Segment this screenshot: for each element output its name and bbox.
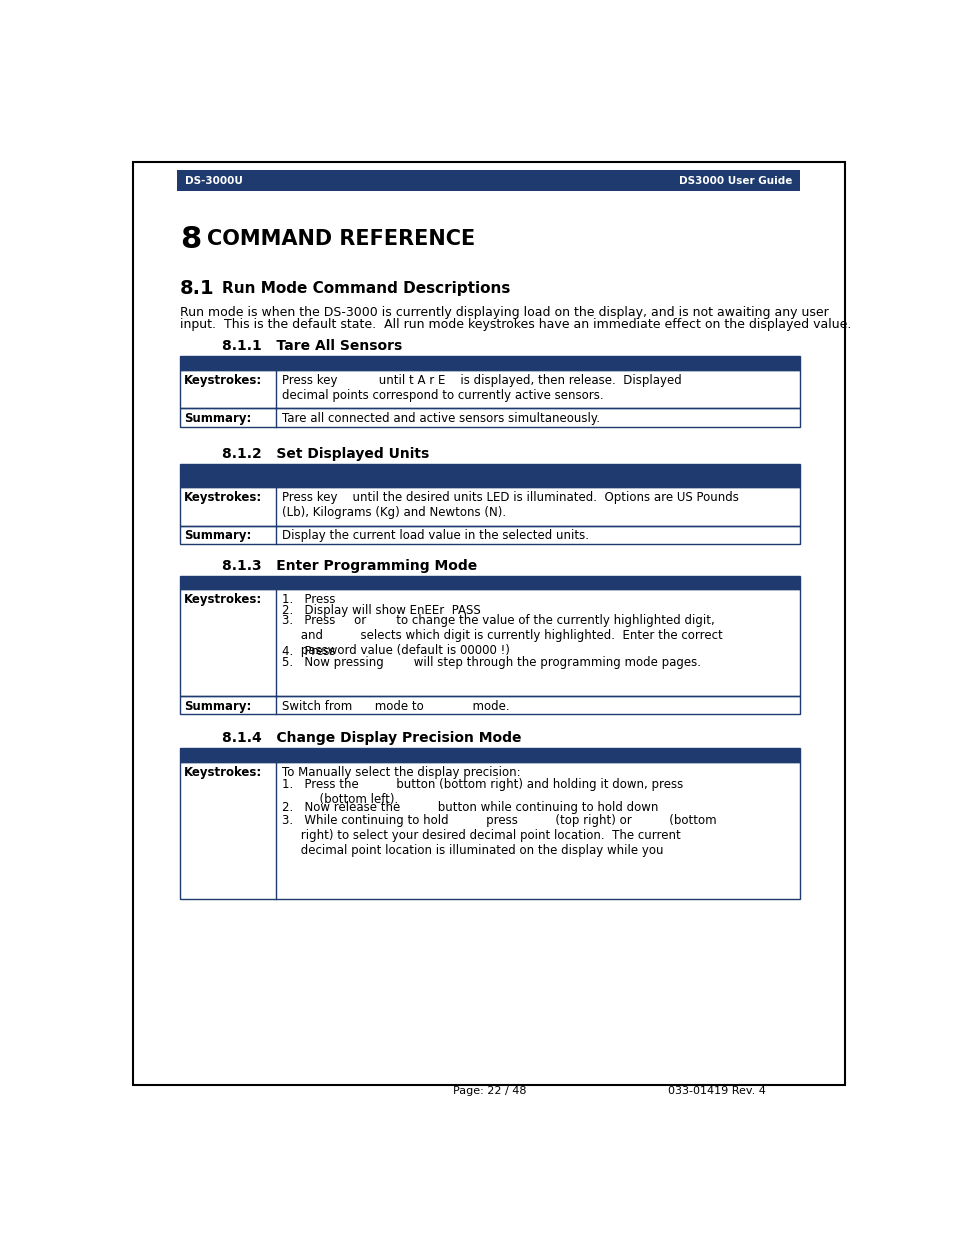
Text: 8.1.3   Enter Programming Mode: 8.1.3 Enter Programming Mode bbox=[221, 558, 476, 573]
Bar bbox=[179, 464, 799, 487]
Bar bbox=[179, 464, 799, 487]
Text: 8.1.4   Change Display Precision Mode: 8.1.4 Change Display Precision Mode bbox=[221, 731, 520, 745]
Bar bbox=[179, 748, 799, 762]
Bar bbox=[179, 576, 799, 589]
Text: 1.   Press the          button (bottom right) and holding it down, press
       : 1. Press the button (bottom right) and h… bbox=[282, 778, 682, 806]
Bar bbox=[179, 748, 799, 762]
Text: 2.   Display will show EnEEr  PASS: 2. Display will show EnEEr PASS bbox=[282, 604, 480, 616]
Text: Run Mode Command Descriptions: Run Mode Command Descriptions bbox=[221, 280, 510, 295]
Bar bbox=[179, 409, 799, 427]
Bar bbox=[179, 370, 799, 409]
Bar bbox=[179, 356, 799, 370]
Text: 033-01419 Rev. 4: 033-01419 Rev. 4 bbox=[668, 1086, 765, 1095]
Bar bbox=[179, 487, 799, 526]
Text: 2.   Now release the          button while continuing to hold down: 2. Now release the button while continui… bbox=[282, 802, 658, 814]
Text: 1.   Press: 1. Press bbox=[282, 593, 335, 606]
Bar bbox=[179, 762, 799, 899]
Text: Summary:: Summary: bbox=[184, 412, 252, 425]
Text: 4.   Press: 4. Press bbox=[282, 645, 335, 658]
Bar bbox=[179, 576, 799, 589]
Text: COMMAND REFERENCE: COMMAND REFERENCE bbox=[207, 228, 475, 249]
Text: Summary:: Summary: bbox=[184, 530, 252, 542]
Bar bbox=[179, 356, 799, 370]
Text: Keystrokes:: Keystrokes: bbox=[184, 490, 262, 504]
Bar bbox=[179, 526, 799, 543]
Bar bbox=[179, 409, 799, 427]
Text: Display the current load value in the selected units.: Display the current load value in the se… bbox=[282, 530, 588, 542]
Text: DS-3000U: DS-3000U bbox=[185, 175, 243, 185]
Text: DS3000 User Guide: DS3000 User Guide bbox=[679, 175, 792, 185]
Bar bbox=[179, 589, 799, 695]
Bar bbox=[179, 487, 799, 526]
Text: 5.   Now pressing        will step through the programming mode pages.: 5. Now pressing will step through the pr… bbox=[282, 656, 700, 668]
Text: 8.1.1   Tare All Sensors: 8.1.1 Tare All Sensors bbox=[221, 340, 401, 353]
Bar bbox=[179, 370, 799, 409]
Text: 3.   While continuing to hold          press          (top right) or          (b: 3. While continuing to hold press (top r… bbox=[282, 814, 716, 857]
Bar bbox=[179, 526, 799, 543]
Text: Press key    until the desired units LED is illuminated.  Options are US Pounds
: Press key until the desired units LED is… bbox=[282, 490, 739, 519]
Text: Switch from      mode to             mode.: Switch from mode to mode. bbox=[282, 699, 509, 713]
Text: 3.   Press     or        to change the value of the currently highlighted digit,: 3. Press or to change the value of the c… bbox=[282, 614, 722, 657]
Text: Run mode is when the DS-3000 is currently displaying load on the display, and is: Run mode is when the DS-3000 is currentl… bbox=[179, 306, 827, 319]
Text: Keystrokes:: Keystrokes: bbox=[184, 766, 262, 779]
Text: Keystrokes:: Keystrokes: bbox=[184, 374, 262, 387]
Text: Press key           until t A r E    is displayed, then release.  Displayed
deci: Press key until t A r E is displayed, th… bbox=[282, 374, 681, 401]
Text: Summary:: Summary: bbox=[184, 699, 252, 713]
Bar bbox=[179, 589, 799, 695]
Text: Keystrokes:: Keystrokes: bbox=[184, 593, 262, 606]
Text: 8.1.2   Set Displayed Units: 8.1.2 Set Displayed Units bbox=[221, 447, 428, 461]
Text: 8: 8 bbox=[179, 225, 201, 254]
Text: Tare all connected and active sensors simultaneously.: Tare all connected and active sensors si… bbox=[282, 412, 599, 425]
Bar bbox=[179, 695, 799, 714]
Bar bbox=[179, 695, 799, 714]
Bar bbox=[179, 762, 799, 899]
Text: input.  This is the default state.  All run mode keystrokes have an immediate ef: input. This is the default state. All ru… bbox=[179, 317, 850, 331]
Text: Page: 22 / 48: Page: 22 / 48 bbox=[453, 1086, 526, 1095]
Text: To Manually select the display precision:: To Manually select the display precision… bbox=[282, 766, 520, 779]
Text: 8.1: 8.1 bbox=[179, 279, 214, 298]
Bar bbox=[177, 169, 800, 191]
